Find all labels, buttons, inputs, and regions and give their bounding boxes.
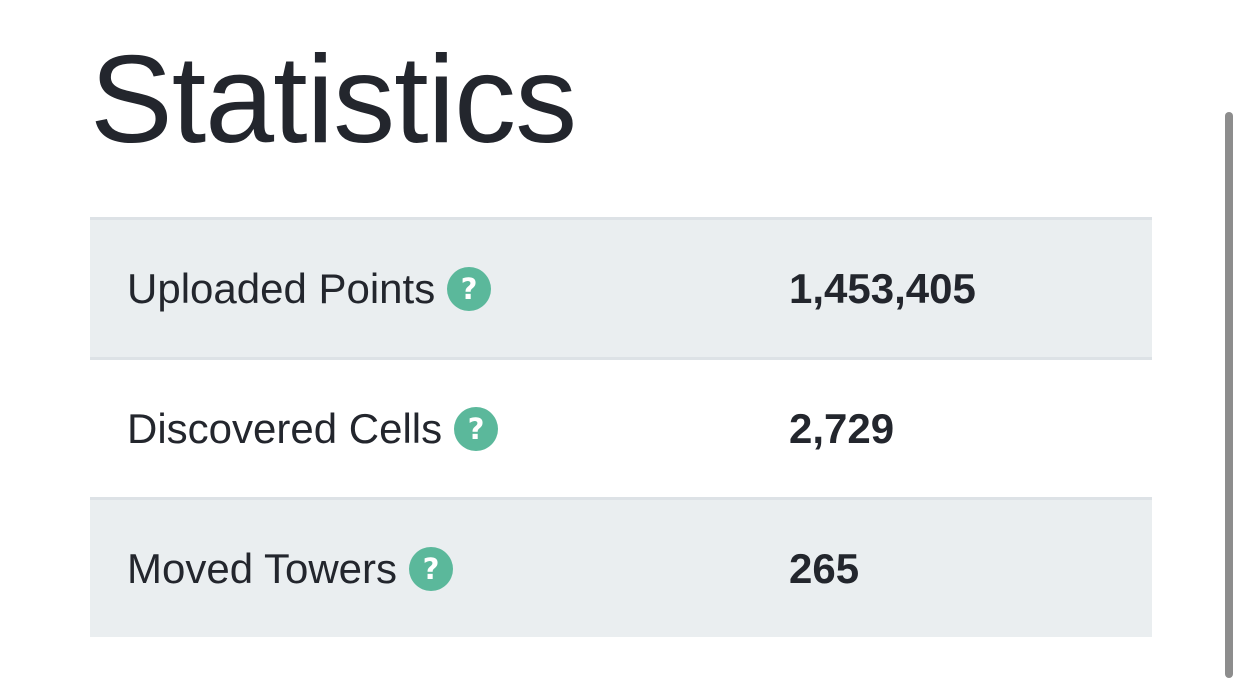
stat-label-cell: Uploaded Points ?: [90, 218, 789, 360]
stat-label-cell: Discovered Cells ?: [90, 358, 789, 500]
stat-value: 2,729: [789, 358, 1152, 500]
stat-label-cell: Moved Towers ?: [90, 498, 789, 637]
svg-text:?: ?: [423, 552, 440, 586]
table-row-moved-towers: Moved Towers ? 265: [90, 498, 1152, 637]
statistics-table: Uploaded Points ? 1,453,405 Discovere: [90, 217, 1152, 637]
svg-text:?: ?: [468, 412, 485, 446]
svg-text:?: ?: [461, 272, 478, 306]
stat-value: 1,453,405: [789, 218, 1152, 360]
table-row-uploaded-points: Uploaded Points ? 1,453,405: [90, 218, 1152, 360]
question-circle-icon[interactable]: ?: [409, 546, 454, 591]
question-circle-icon[interactable]: ?: [447, 266, 492, 311]
stat-label: Uploaded Points: [127, 264, 436, 312]
stat-label: Moved Towers: [127, 544, 398, 592]
question-circle-icon[interactable]: ?: [454, 406, 499, 451]
page-title: Statistics: [90, 31, 577, 169]
stat-value: 265: [789, 498, 1152, 637]
table-row-discovered-cells: Discovered Cells ? 2,729: [90, 358, 1152, 500]
vertical-scrollbar[interactable]: [1225, 112, 1233, 678]
stat-label: Discovered Cells: [127, 404, 443, 452]
